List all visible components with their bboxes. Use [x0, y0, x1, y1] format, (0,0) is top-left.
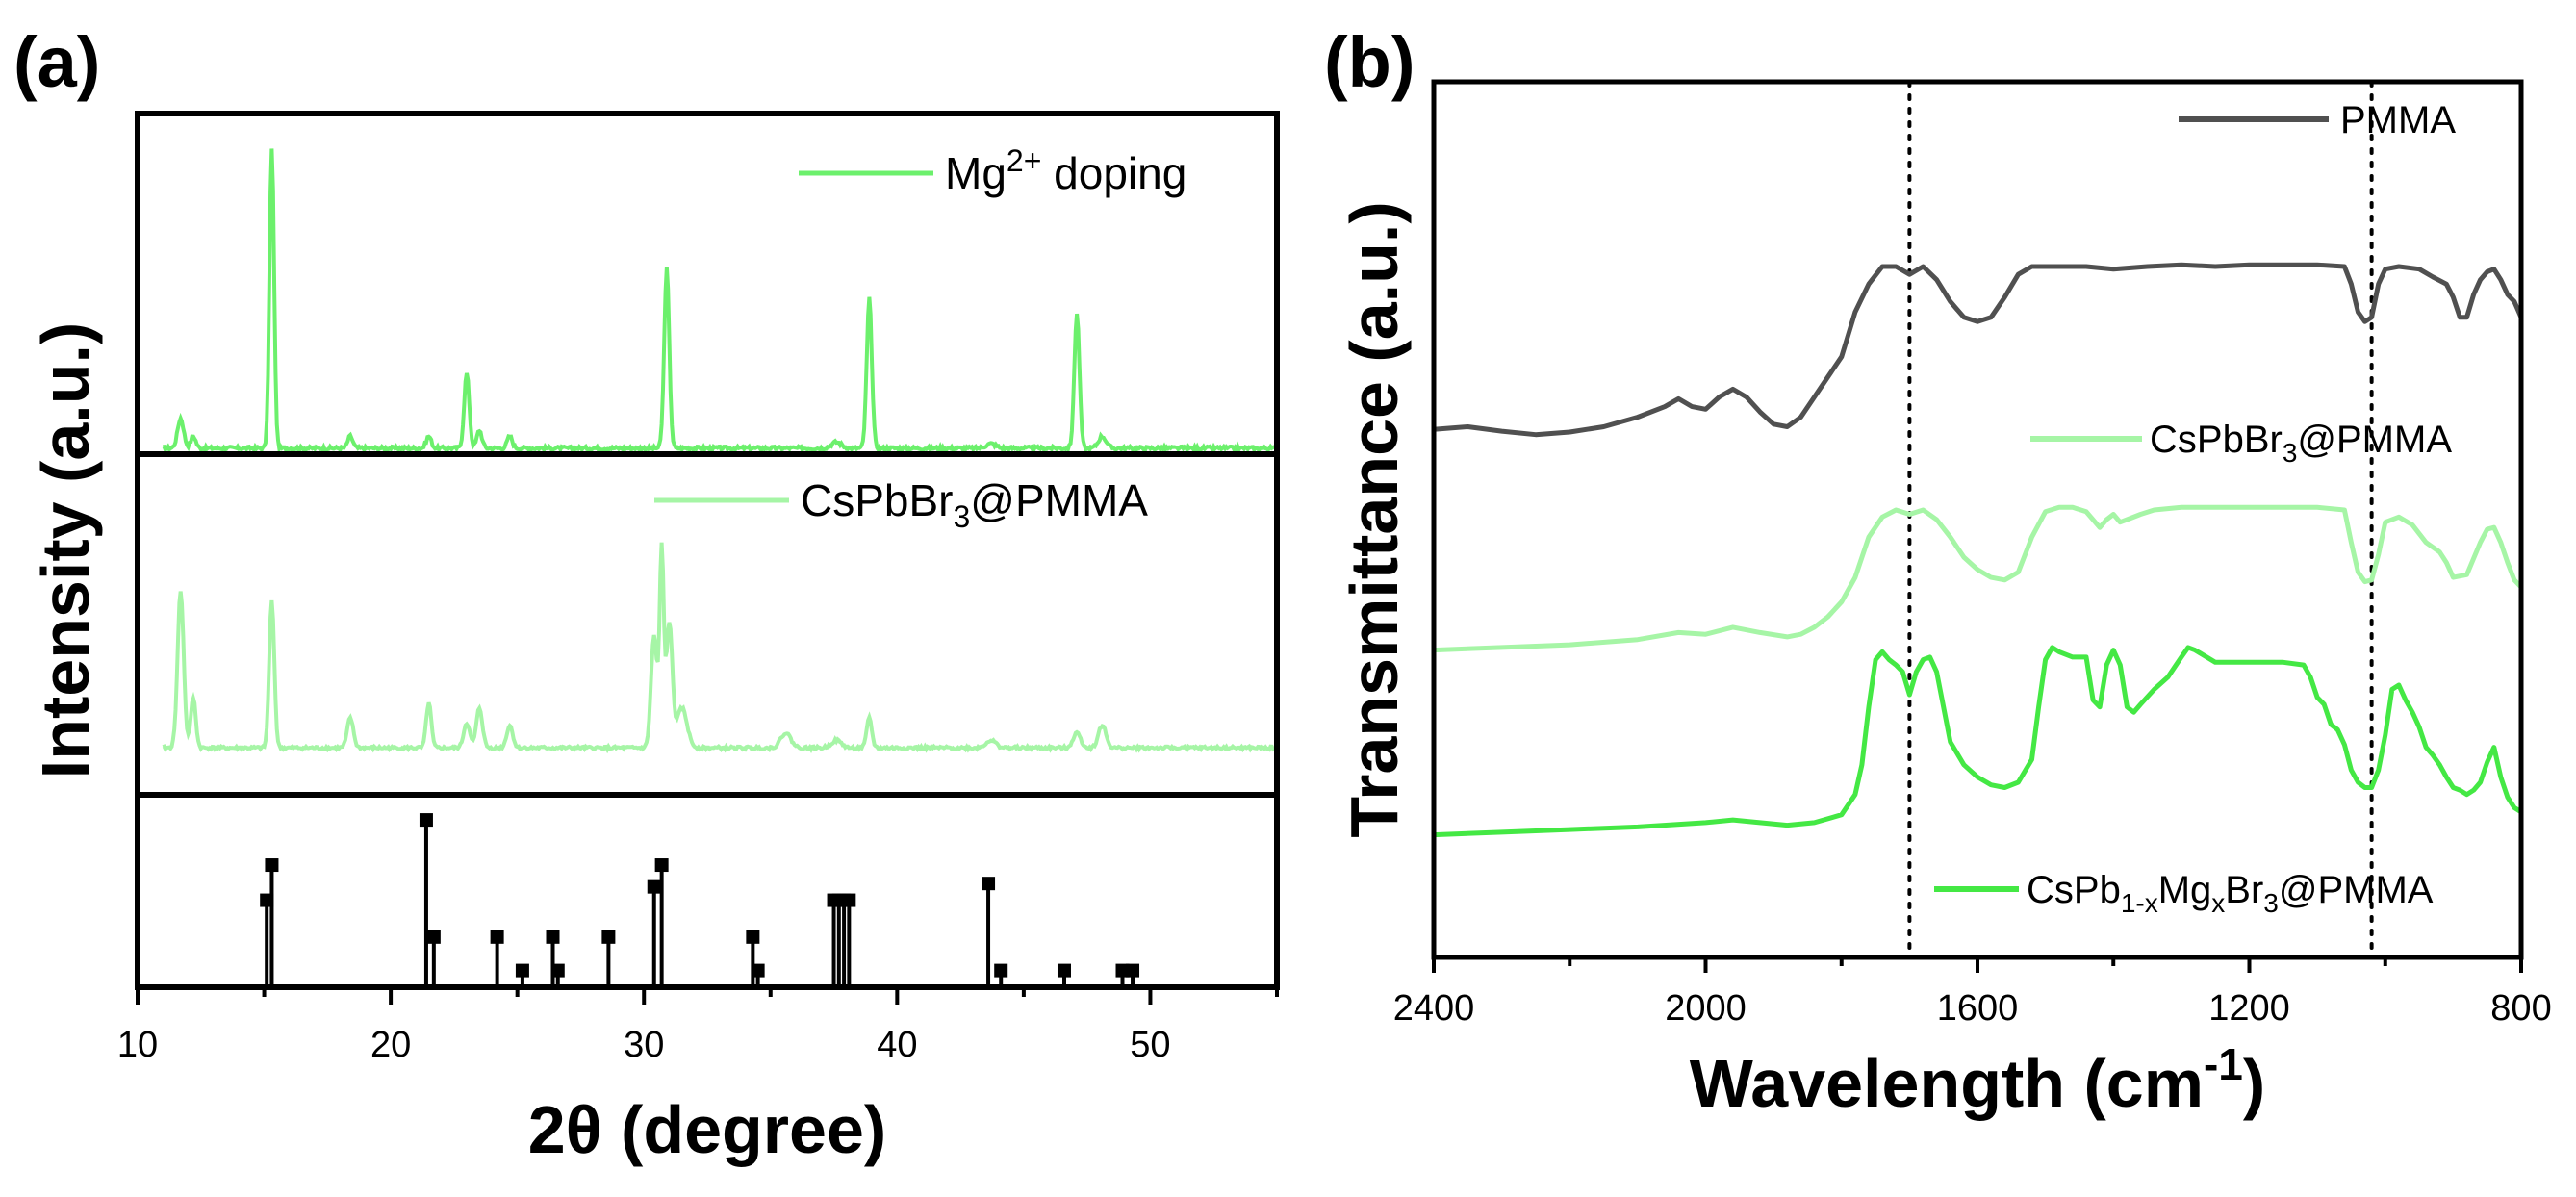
reference-stick-marker — [550, 963, 565, 978]
panel-b-label: (b) — [1324, 22, 1416, 102]
legend-cspbbr3-pmma-xrd: CsPbBr3@PMMA — [654, 475, 1148, 534]
panel-b-ftir: (b) PMMA CsPbBr3@PMMA CsPb1-xMgxBr3@PMMA… — [1324, 22, 2552, 1121]
reference-stick-marker — [419, 813, 433, 828]
legend-b-sub-3: 3 — [2283, 438, 2298, 468]
panel-b-x-axis: 2400 2000 1600 1200 800 — [1393, 957, 2552, 1029]
x-tick-label: 2000 — [1665, 988, 1747, 1029]
panel-a-y-axis-title: Intensity (a.u.) — [28, 322, 103, 778]
legend-br-text: Br — [2225, 869, 2263, 911]
legend-text-pmma: PMMA — [2340, 99, 2456, 141]
reference-stick-marker — [746, 930, 760, 944]
legend-doping-text: doping — [1041, 148, 1186, 198]
reference-stick-marker — [1115, 963, 1130, 978]
series-line-cspbbr3-pmma-ftir — [1433, 504, 2523, 653]
series-line-pmma — [1433, 262, 2524, 438]
reference-stick-marker — [654, 858, 669, 873]
panel-b-y-axis-title: Transmittance (a.u.) — [1337, 201, 1412, 837]
legend-cspb-text: CsPb — [2027, 869, 2121, 911]
legend-text-cspbbr3-pmma-ftir: CsPbBr3@PMMA — [2150, 419, 2452, 468]
x-tick-label: 1200 — [2208, 988, 2290, 1029]
legend-text-mg-doping: Mg2+ doping — [945, 143, 1186, 198]
legend-sub-1-x: 1-x — [2121, 888, 2158, 918]
legend-pmma-text-b: @PMMA — [2279, 869, 2434, 911]
reference-stick-marker — [1057, 963, 1071, 978]
series-line-cspb-mg-pmma — [1433, 645, 2523, 838]
panel-b-x-axis-title: Wavelength (cm-1) — [1690, 1039, 2265, 1121]
reference-stick-marker — [982, 877, 996, 891]
x-title-sup: -1 — [2204, 1039, 2243, 1089]
panel-a-label: (a) — [13, 22, 100, 102]
reference-stick-marker — [546, 930, 560, 944]
reference-stick-marker — [647, 879, 661, 894]
xrd-subplot-mg-doping: Mg2+ doping — [162, 143, 1275, 455]
series-line-cspbbr3-pmma-xrd — [162, 542, 1276, 754]
reference-stick-marker — [1126, 963, 1140, 978]
legend-sub-3-b: 3 — [2263, 888, 2279, 918]
reference-stick-marker — [842, 893, 856, 907]
legend-mg-text-b: Mg — [2158, 869, 2212, 911]
xrd-reference-pattern — [260, 813, 1140, 987]
panel-a-xrd: (a) Mg2+ doping CsPbBr3@PMMA 10 20 30 40 50 … — [13, 22, 1280, 1167]
legend-pmma: PMMA — [2179, 99, 2456, 141]
x-tick-label: 30 — [624, 1025, 664, 1065]
reference-stick-marker — [751, 963, 765, 978]
x-tick-label: 2400 — [1393, 988, 1475, 1029]
legend-pmma-text: @PMMA — [970, 475, 1148, 525]
panel-b-frame — [1431, 79, 2524, 960]
panel-a-frame — [135, 111, 1280, 990]
x-tick-label: 1600 — [1937, 988, 2019, 1029]
x-tick-label: 40 — [877, 1025, 917, 1065]
legend-cspb-mg-pmma: CsPb1-xMgxBr3@PMMA — [1934, 869, 2434, 918]
legend-mg-sup: 2+ — [1007, 143, 1041, 178]
x-tick-label: 10 — [117, 1025, 158, 1065]
panel-a-x-axis-title: 2θ (degree) — [528, 1092, 886, 1167]
reference-stick-marker — [994, 963, 1008, 978]
x-tick-label: 20 — [370, 1025, 411, 1065]
reference-stick-marker — [265, 858, 279, 873]
x-tick-label: 800 — [2490, 988, 2551, 1029]
legend-b-pmma-text: @PMMA — [2297, 419, 2452, 461]
panel-a-x-axis: 10 20 30 40 50 — [117, 987, 1279, 1065]
reference-dotted-lines — [1907, 80, 2374, 959]
legend-cspbbr3-pmma-ftir: CsPbBr3@PMMA — [2030, 419, 2452, 468]
reference-stick-marker — [426, 930, 441, 944]
legend-sub-3: 3 — [953, 499, 970, 534]
x-tick-label: 50 — [1130, 1025, 1170, 1065]
legend-mg-doping: Mg2+ doping — [799, 143, 1186, 198]
series-line-mg-doping — [162, 148, 1275, 455]
x-title-main: Wavelength (cm — [1690, 1046, 2204, 1121]
legend-mg-text: Mg — [945, 148, 1007, 198]
legend-cspbbr-text: CsPbBr — [801, 475, 953, 525]
legend-b-cspbbr-text: CsPbBr — [2150, 419, 2283, 461]
legend-text-cspbbr3-pmma-xrd: CsPbBr3@PMMA — [801, 475, 1148, 534]
reference-stick-marker — [601, 930, 616, 944]
reference-stick-marker — [515, 963, 529, 978]
x-title-tail: ) — [2243, 1046, 2265, 1121]
xrd-subplot-cspbbr3-pmma: CsPbBr3@PMMA — [162, 475, 1276, 754]
legend-sub-x: x — [2211, 888, 2225, 918]
legend-text-cspb-mg-pmma: CsPb1-xMgxBr3@PMMA — [2027, 869, 2434, 918]
reference-stick-marker — [490, 930, 504, 944]
